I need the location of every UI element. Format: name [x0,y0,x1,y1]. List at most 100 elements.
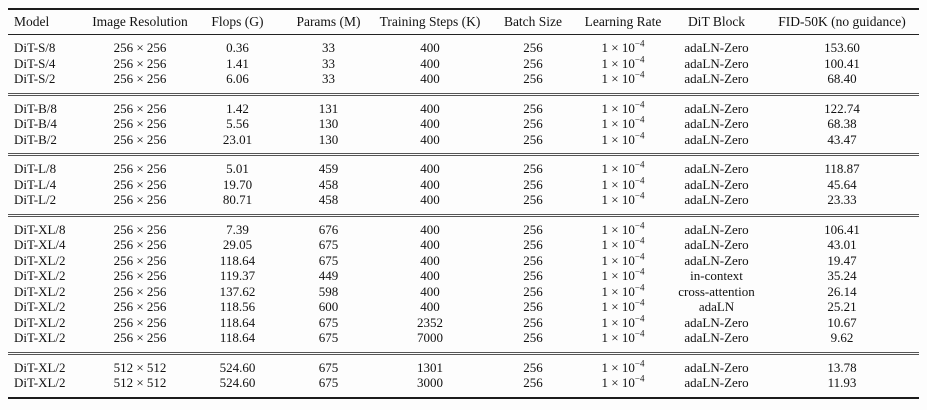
cell-lr: 1 × 10−4 [578,132,668,155]
learning-rate-exponent: −4 [634,55,645,65]
cell-block: adaLN-Zero [684,100,749,116]
learning-rate-base: 1 × 10 [601,55,635,71]
cell-resolution: 256 × 256 [113,283,167,299]
cell-lr: 1 × 10−4 [578,94,668,116]
cell-fid: 43.47 [827,131,857,147]
cell-fid: 68.40 [827,71,857,86]
table-group: DiT-L/8 256 × 256 5.01 459 400 256 1 × 10−4 ada… [8,154,919,216]
cell-steps: 400 [420,116,440,131]
cell-block: adaLN-Zero [684,252,749,268]
cell-steps: 2352 [417,314,443,330]
cell-params: 600 [318,299,339,314]
learning-rate-exponent: −4 [634,99,645,110]
column-header: Flops (G) [190,9,285,35]
cell-block: adaLN-Zero [684,314,749,330]
cell-steps: 400 [420,221,440,237]
cell-params: 675 [318,330,339,345]
cell-steps: 400 [420,176,440,192]
cell-block: adaLN-Zero [684,161,749,176]
cell-lr: 1 × 10−4 [578,35,668,56]
cell-params: 33 [322,55,335,71]
cell-flops: 1.41 [226,55,249,71]
learning-rate-base: 1 × 10 [601,100,635,116]
cell-resolution: 256 × 256 [113,252,167,268]
learning-rate-base: 1 × 10 [601,40,635,55]
cell-flops: 118.64 [219,314,256,330]
cell-block: adaLN [698,299,735,314]
cell-params: 458 [318,192,339,207]
table-row: DiT-L/8 256 × 256 5.01 459 400 256 1 × 10−4 ada… [8,155,919,177]
column-header: Batch Size [488,9,578,35]
learning-rate-exponent: −4 [634,237,645,246]
cell-steps: 400 [420,40,440,55]
cell-flops: 23.01 [222,131,253,147]
column-header: FID-50K (no guidance) [765,9,919,35]
learning-rate-exponent: −4 [634,268,645,277]
learning-rate-exponent: −4 [634,192,645,201]
cell-params: 675 [318,237,339,252]
cell-batch: 256 [523,161,543,176]
column-header: Learning Rate [578,9,668,35]
cell-fid: 25.21 [827,299,857,314]
column-header: Model [8,9,90,35]
cell-model: DiT-XL/2 [14,268,66,283]
cell-block: adaLN-Zero [684,221,749,237]
learning-rate-base: 1 × 10 [601,131,635,147]
cell-model: DiT-L/2 [14,192,57,207]
cell-block: adaLN-Zero [684,330,749,345]
cell-params: 33 [322,40,335,55]
cell-params: 131 [318,100,339,116]
cell-resolution: 256 × 256 [113,55,167,71]
table-row: DiT-XL/2 256 × 256 118.64 675 7000 256 1 × 10−… [8,330,919,353]
cell-model: DiT-XL/2 [14,283,66,299]
cell-batch: 256 [523,100,543,116]
learning-rate-exponent: −4 [634,71,645,80]
cell-fid: 43.01 [827,237,857,252]
learning-rate-base: 1 × 10 [601,375,635,390]
cell-lr: 1 × 10−4 [578,375,668,398]
cell-lr: 1 × 10−4 [578,56,668,72]
cell-steps: 400 [420,237,440,252]
cell-batch: 256 [523,116,543,131]
cell-fid: 45.64 [827,176,857,192]
cell-batch: 256 [523,221,543,237]
cell-steps: 400 [420,283,440,299]
table-row: DiT-XL/2 256 × 256 137.62 598 400 256 1 × 10−4… [8,284,919,300]
cell-steps: 400 [420,252,440,268]
cell-lr: 1 × 10−4 [578,315,668,331]
cell-resolution: 512 × 512 [113,375,167,390]
table-row: DiT-L/4 256 × 256 19.70 458 400 256 1 × 10−4 ad… [8,177,919,193]
table-row: DiT-XL/2 256 × 256 118.64 675 400 256 1 × 10−4… [8,253,919,269]
learning-rate-exponent: −4 [634,299,645,308]
table-header: Model Image Resolution Flops (G) Params (M)… [8,9,919,35]
cell-flops: 29.05 [222,237,253,252]
table-group: DiT-XL/8 256 × 256 7.39 676 400 256 1 × 10−4 ad… [8,215,919,353]
cell-batch: 256 [523,299,543,314]
cell-fid: 19.47 [827,252,857,268]
cell-fid: 10.67 [827,314,857,330]
cell-batch: 256 [523,71,543,86]
cell-model: DiT-XL/2 [14,375,66,390]
cell-fid: 26.14 [827,283,857,299]
cell-flops: 5.56 [226,116,249,131]
cell-fid: 9.62 [830,330,854,345]
cell-model: DiT-B/2 [14,131,57,147]
table-row: DiT-XL/4 256 × 256 29.05 675 400 256 1 × 10−4 a… [8,237,919,253]
cell-lr: 1 × 10−4 [578,237,668,253]
cell-fid: 106.41 [824,221,860,237]
cell-steps: 1301 [417,359,443,375]
cell-model: DiT-XL/2 [14,299,66,314]
cell-model: DiT-XL/2 [14,359,66,375]
cell-block: adaLN-Zero [684,375,749,390]
table-row: DiT-L/2 256 × 256 80.71 458 400 256 1 × 10−4 ad… [8,192,919,215]
cell-lr: 1 × 10−4 [578,268,668,284]
learning-rate-base: 1 × 10 [601,237,635,252]
learning-rate-exponent: −4 [634,314,645,324]
cell-batch: 256 [523,375,543,390]
cell-steps: 400 [420,192,440,207]
column-header: Params (M) [285,9,372,35]
cell-batch: 256 [523,55,543,71]
table-row: DiT-S/8 256 × 256 0.36 33 400 256 1 × 10−4 adaL… [8,35,919,56]
cell-steps: 400 [420,161,440,176]
